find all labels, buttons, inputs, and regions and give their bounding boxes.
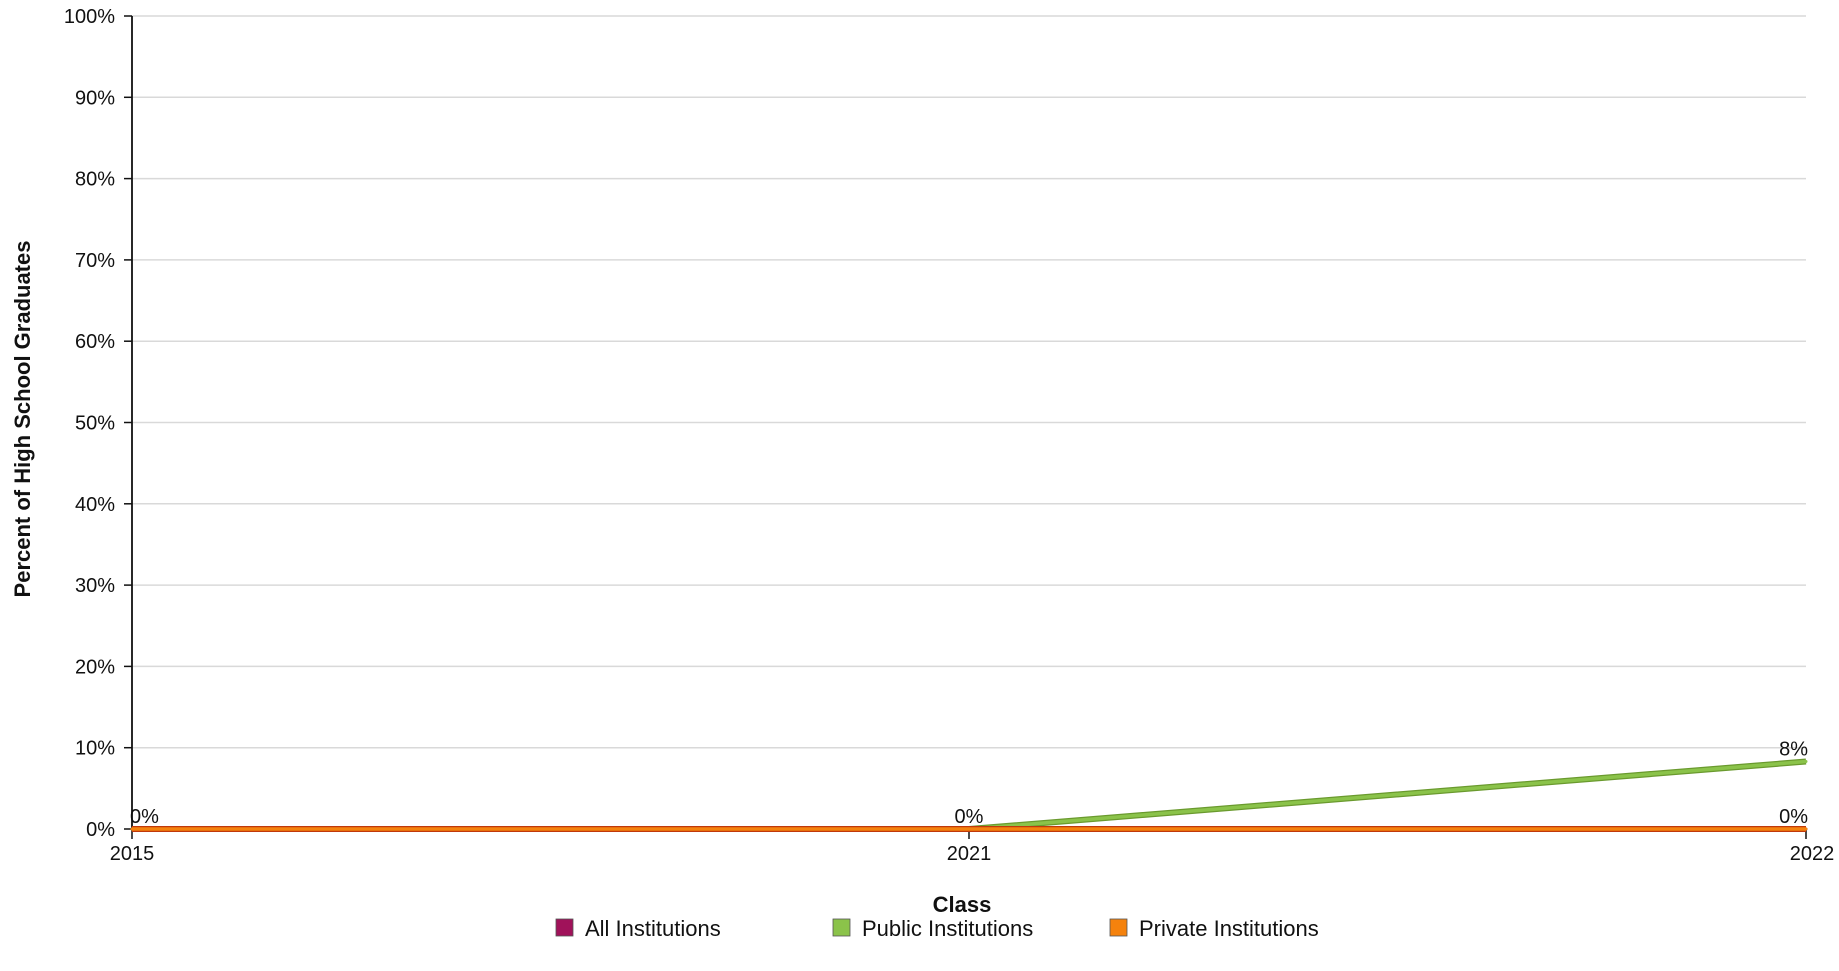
- legend-label: Private Institutions: [1139, 916, 1319, 941]
- y-tick-label: 40%: [75, 494, 115, 516]
- grid-lines: [132, 15, 1806, 830]
- legend-label: Public Institutions: [862, 916, 1033, 941]
- legend-label: All Institutions: [585, 916, 721, 941]
- x-tick-label: 2022: [1790, 843, 1835, 865]
- y-tick-label: 20%: [75, 656, 115, 678]
- x-tick-label: 2021: [947, 843, 992, 865]
- x-tick-label: 2015: [110, 843, 155, 865]
- y-axis-ticks: 0% 10% 20% 30% 40% 50% 60% 70% 80% 90% 100%: [64, 6, 132, 841]
- series-point: [1804, 827, 1808, 831]
- y-tick-label: 70%: [75, 250, 115, 272]
- y-tick-label: 100%: [64, 6, 115, 28]
- legend-item[interactable]: Public Institutions: [832, 916, 1033, 941]
- legend-swatch: [555, 918, 574, 937]
- legend: All Institutions Public Institutions Priva…: [555, 916, 1319, 941]
- legend-item[interactable]: All Institutions: [555, 916, 721, 941]
- y-axis-title: Percent of High School Graduates: [10, 241, 35, 598]
- y-tick-label: 30%: [75, 575, 115, 597]
- legend-swatch: [1109, 918, 1128, 937]
- series-point: [1804, 760, 1808, 764]
- x-axis-ticks: 2015 2021 2022: [110, 829, 1835, 865]
- data-label: 8%: [1779, 739, 1808, 761]
- series-lines: [130, 758, 1808, 832]
- x-axis-title: Class: [933, 892, 992, 917]
- series-point: [130, 827, 134, 831]
- data-label: 0%: [955, 806, 984, 828]
- data-labels: 8% 0% 0% 0%: [130, 739, 1808, 828]
- y-tick-label: 60%: [75, 331, 115, 353]
- y-tick-label: 0%: [86, 819, 115, 841]
- legend-swatch: [832, 918, 851, 937]
- y-tick-label: 50%: [75, 413, 115, 435]
- data-label: 0%: [1779, 806, 1808, 828]
- data-label: 0%: [130, 806, 159, 828]
- y-tick-label: 90%: [75, 87, 115, 109]
- legend-item[interactable]: Private Institutions: [1109, 916, 1319, 941]
- y-tick-label: 80%: [75, 169, 115, 191]
- y-tick-label: 10%: [75, 738, 115, 760]
- series-point: [967, 827, 971, 831]
